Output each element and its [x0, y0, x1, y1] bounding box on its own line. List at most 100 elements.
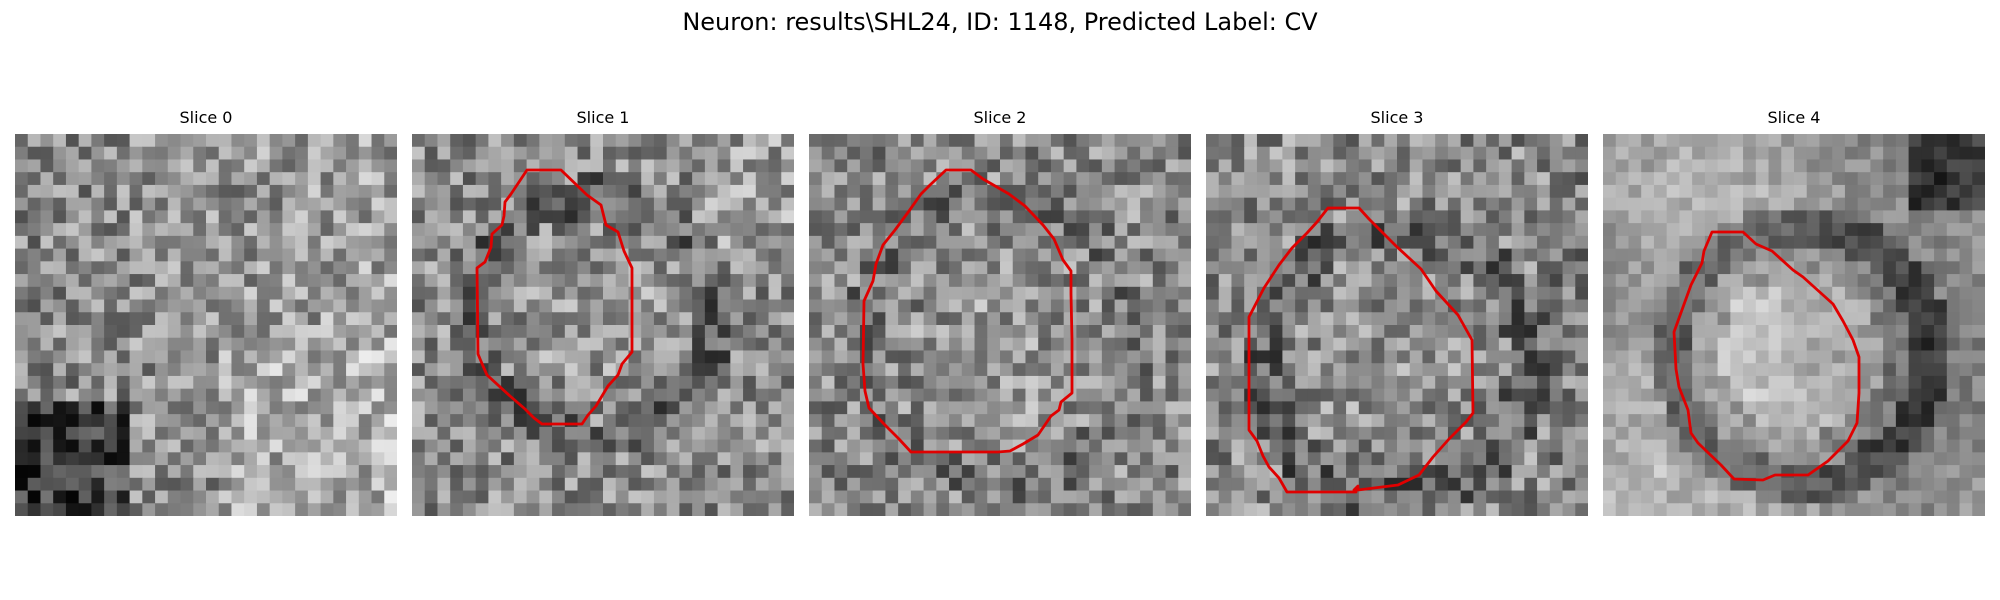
pixel — [743, 184, 757, 199]
pixel — [1486, 172, 1500, 186]
pixel — [1282, 337, 1296, 352]
pixel — [1895, 248, 1910, 262]
pixel — [1692, 197, 1706, 211]
pixel — [256, 426, 271, 441]
pixel — [1844, 223, 1859, 237]
pixel — [1908, 388, 1922, 402]
pixel — [1165, 274, 1179, 288]
pixel — [1511, 172, 1525, 186]
pixel — [704, 375, 719, 390]
pixel — [256, 388, 271, 402]
pixel — [781, 401, 794, 415]
slice-panel-1: Slice 1 — [412, 108, 794, 516]
pixel — [320, 223, 334, 237]
pixel — [1076, 325, 1090, 339]
pixel — [167, 401, 182, 415]
pixel — [371, 286, 385, 301]
pixel — [1165, 350, 1179, 364]
pixel — [1549, 477, 1564, 492]
pixel — [1641, 286, 1655, 301]
pixel — [1101, 248, 1116, 262]
pixel — [1101, 414, 1116, 428]
pixel — [653, 146, 668, 161]
pixel — [1409, 146, 1424, 161]
pixel — [256, 184, 271, 199]
pixel — [1244, 490, 1258, 504]
pixel — [1921, 146, 1935, 161]
pixel — [1653, 325, 1668, 339]
pixel — [1447, 248, 1462, 262]
pixel — [1371, 401, 1385, 415]
pixel — [526, 503, 540, 516]
pixel — [475, 477, 489, 492]
pixel — [129, 197, 143, 211]
pixel — [1089, 477, 1103, 492]
pixel — [116, 452, 131, 466]
pixel — [590, 248, 604, 262]
pixel — [1152, 210, 1167, 224]
pixel — [1743, 197, 1757, 211]
pixel — [781, 426, 794, 441]
pixel — [1603, 363, 1617, 377]
pixel — [307, 490, 322, 504]
pixel — [1333, 235, 1347, 250]
pixel — [116, 223, 131, 237]
pixel — [1050, 146, 1065, 161]
pixel — [206, 134, 220, 148]
pixel — [1857, 388, 1871, 402]
pixel — [898, 312, 912, 326]
pixel — [526, 388, 540, 402]
pixel — [1127, 375, 1141, 390]
pixel — [27, 503, 42, 516]
pixel — [961, 286, 976, 301]
pixel — [1972, 439, 1985, 453]
pixel — [730, 184, 744, 199]
pixel — [781, 261, 794, 275]
pixel — [1295, 159, 1309, 173]
pixel — [1038, 375, 1052, 390]
pixel — [1063, 172, 1077, 186]
pixel — [27, 274, 42, 288]
pixel — [1498, 426, 1513, 441]
pixel — [1537, 426, 1551, 441]
pixel — [346, 286, 360, 301]
pixel — [1615, 503, 1630, 516]
pixel — [679, 439, 693, 453]
pixel — [692, 452, 706, 466]
pixel — [1575, 490, 1588, 504]
pixel — [412, 197, 426, 211]
pixel — [1819, 477, 1833, 492]
pixel — [1000, 172, 1014, 186]
pixel — [872, 439, 886, 453]
pixel — [1244, 325, 1258, 339]
pixel — [116, 439, 131, 453]
pixel — [653, 210, 668, 224]
pixel — [1704, 465, 1719, 479]
pixel — [1063, 490, 1077, 504]
pixel — [40, 184, 54, 199]
pixel — [412, 401, 426, 415]
pixel — [40, 452, 54, 466]
pixel — [501, 465, 515, 479]
pixel — [1346, 146, 1360, 161]
pixel — [40, 439, 54, 453]
pixel — [1447, 261, 1462, 275]
pixel — [1883, 401, 1897, 415]
pixel — [1883, 414, 1897, 428]
pixel — [1244, 337, 1258, 352]
pixel — [1946, 375, 1961, 390]
pixel — [1959, 248, 1973, 262]
pixel — [821, 223, 836, 237]
pixel — [1498, 401, 1513, 415]
pixel — [53, 363, 67, 377]
pixel — [1320, 363, 1334, 377]
pixel — [206, 477, 220, 492]
pixel — [717, 439, 731, 453]
pixel — [1269, 134, 1283, 148]
pixel — [167, 426, 182, 441]
pixel — [1603, 426, 1617, 441]
pixel — [1050, 426, 1065, 441]
pixel — [1653, 172, 1668, 186]
pixel — [231, 261, 245, 275]
pixel — [1063, 210, 1077, 224]
